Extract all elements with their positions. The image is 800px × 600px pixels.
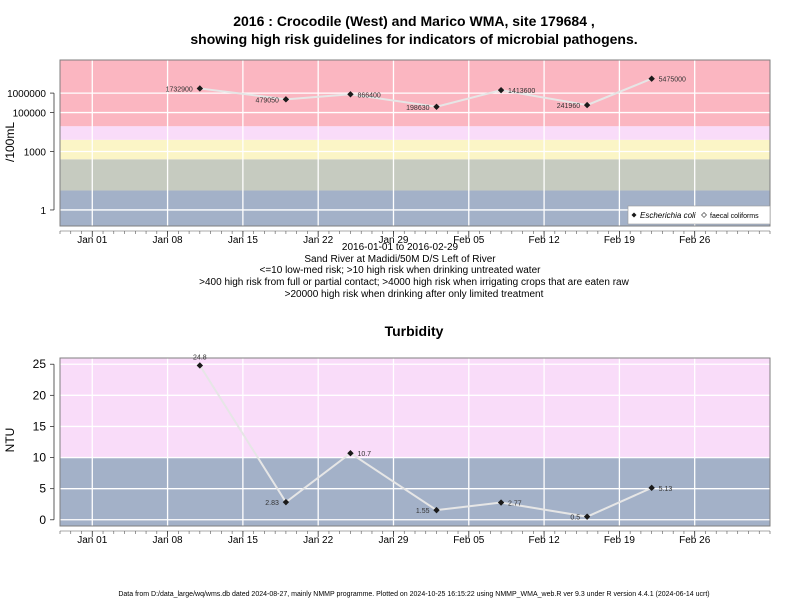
guideline-note-3: >20000 high risk when drinking after onl…	[285, 289, 544, 300]
x-tick-label: Feb 19	[604, 535, 636, 546]
data-label: 479050	[256, 97, 279, 104]
data-label: 866400	[357, 92, 380, 99]
data-point	[648, 484, 655, 492]
risk-band	[60, 358, 770, 458]
data-point	[433, 103, 440, 110]
y-tick-label: 1000000	[7, 89, 46, 100]
data-label: 241960	[557, 103, 580, 110]
data-label: 5.13	[659, 486, 673, 493]
date-range-note: 2016-01-01 to 2016-02-29	[342, 242, 459, 253]
y-tick-label: 1000	[24, 148, 47, 159]
data-label: 1732900	[166, 86, 193, 93]
risk-band	[60, 126, 770, 140]
risk-band	[60, 159, 770, 191]
x-tick-label: Jan 29	[378, 235, 408, 246]
microbial-y-axis-label: /100mL	[3, 122, 17, 162]
data-label: 2.77	[508, 501, 522, 508]
x-tick-label: Jan 01	[77, 235, 107, 246]
x-tick-label: Feb 12	[529, 235, 561, 246]
data-point	[583, 101, 591, 109]
risk-band	[60, 457, 770, 526]
data-point	[648, 75, 655, 82]
risk-band	[60, 139, 770, 160]
data-point	[196, 85, 204, 92]
data-label: 1413600	[508, 88, 535, 95]
legend-label-faecal: faecal coliforms	[710, 213, 759, 220]
data-label: 198630	[406, 105, 429, 112]
data-label: 0.5	[570, 515, 580, 522]
y-tick-label: 20	[33, 388, 47, 402]
guideline-note-1: <=10 low-med risk; >10 high risk when dr…	[260, 265, 542, 276]
x-tick-label: Jan 08	[153, 235, 183, 246]
x-tick-label: Feb 19	[604, 235, 636, 246]
plot-frame	[59, 357, 771, 527]
data-label: 10.7	[357, 451, 371, 458]
data-point	[196, 362, 204, 369]
guideline-note-2: >400 high risk from full or partial cont…	[199, 277, 629, 288]
x-tick-label: Feb 05	[453, 535, 485, 546]
y-tick-label: 25	[33, 357, 47, 371]
plot-frame	[59, 59, 771, 227]
y-tick-label: 15	[33, 419, 47, 433]
legend-marker-faecal	[701, 212, 707, 218]
x-tick-label: Jan 22	[303, 535, 333, 546]
legend-box	[627, 205, 771, 225]
data-label: 1.55	[416, 508, 430, 515]
main-title-line2: showing high risk guidelines for indicat…	[190, 31, 637, 47]
x-tick-label: Jan 29	[378, 535, 408, 546]
y-tick-label: 10	[33, 451, 47, 465]
y-tick-label: 5	[39, 482, 46, 496]
data-point	[497, 86, 505, 94]
y-tick-label: 100000	[13, 109, 47, 120]
microbial-panel: Jan 01 Jan 08 Jan 15 Jan 22 Jan 29 Feb 05 Feb …	[7, 59, 771, 246]
data-point	[347, 91, 354, 98]
footer-note: Data from D:/data_large/wq/wms.db dated …	[118, 591, 709, 598]
main-title-line1: 2016 : Crocodile (West) and Marico WMA, …	[233, 13, 595, 29]
y-tick-label: 0	[39, 513, 46, 527]
turbidity-panel: Jan 01 Jan 08 Jan 15 Jan 22 Jan 29 Feb 05 Feb …	[33, 354, 771, 546]
legend-marker-ecoli	[631, 212, 637, 218]
data-label: 24.8	[193, 354, 207, 361]
x-tick-label: Feb 05	[453, 235, 485, 246]
site-note: Sand River at Madidi/50M D/S Left of Riv…	[304, 254, 496, 265]
x-tick-label: Jan 15	[228, 235, 258, 246]
x-tick-label: Jan 22	[303, 235, 333, 246]
data-point	[282, 498, 290, 506]
x-tick-label: Jan 01	[77, 535, 107, 546]
data-point	[583, 513, 591, 520]
data-point	[282, 96, 290, 103]
y-tick-label: 1	[40, 206, 46, 217]
x-tick-label: Feb 12	[529, 535, 561, 546]
legend: Escherichia coli faecal coliforms	[627, 205, 771, 225]
data-point	[433, 506, 440, 514]
x-tick-label: Feb 26	[679, 535, 711, 546]
x-tick-label: Feb 26	[679, 235, 711, 246]
data-label: 2.83	[265, 500, 279, 507]
data-point	[347, 450, 354, 457]
turbidity-y-axis-label: NTU	[3, 428, 17, 453]
data-point	[497, 499, 505, 506]
x-tick-label: Jan 08	[153, 535, 183, 546]
x-tick-label: Jan 15	[228, 535, 258, 546]
legend-label-ecoli: Escherichia coli	[640, 211, 696, 220]
turbidity-title: Turbidity	[385, 323, 444, 339]
data-label: 5475000	[659, 77, 686, 84]
